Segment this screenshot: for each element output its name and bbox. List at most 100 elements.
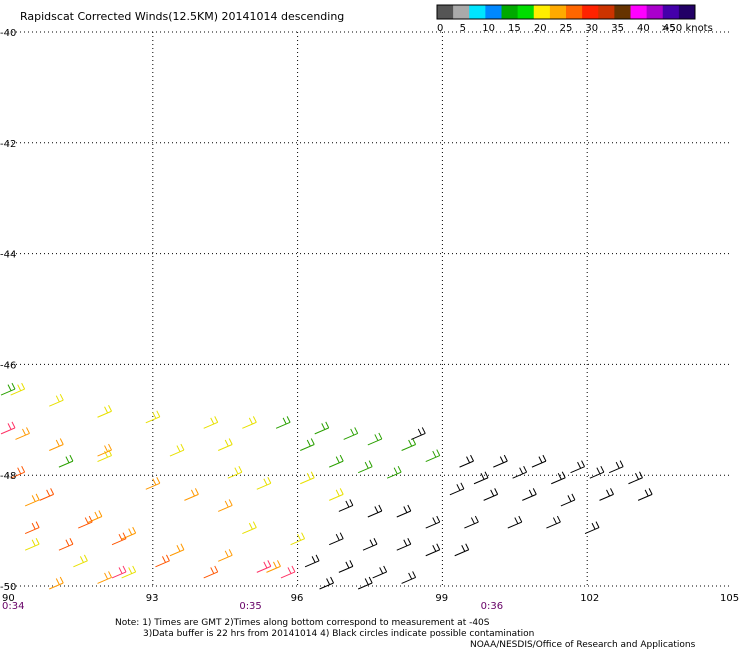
- colorbar-swatch: [630, 5, 648, 19]
- wind-barb: [546, 515, 561, 529]
- wind-barb: [169, 543, 185, 557]
- wind-barb: [314, 421, 330, 435]
- colorbar-label: 30: [585, 23, 598, 34]
- wind-barb: [24, 521, 40, 535]
- colorbar-label: 25: [560, 23, 573, 34]
- time-labels: 0:34 0:35 0:36: [2, 601, 503, 612]
- colorbar-swatch: [485, 5, 502, 19]
- wind-barb: [242, 416, 257, 429]
- wind-barb: [425, 515, 441, 529]
- y-tick-label: -42: [0, 139, 16, 150]
- colorbar-swatch: [501, 5, 519, 19]
- wind-barb: [73, 554, 88, 568]
- time-label: 0:34: [2, 601, 24, 612]
- wind-barb: [290, 532, 306, 546]
- wind-barb: [425, 543, 441, 557]
- colorbar-swatch: [566, 5, 583, 19]
- wind-barb: [512, 465, 528, 479]
- wind-barb: [367, 432, 383, 446]
- wind-barb: [184, 488, 199, 501]
- wind-barb: [628, 471, 643, 485]
- wind-barb: [386, 465, 402, 479]
- colorbar-swatch: [549, 5, 567, 19]
- x-tick-label: 105: [720, 593, 739, 604]
- wind-barb: [338, 560, 354, 573]
- wind-barb: [599, 488, 614, 501]
- colorbar-label: 35: [611, 23, 624, 34]
- colorbar-swatch: [646, 5, 664, 19]
- time-label: 0:36: [481, 601, 503, 612]
- colorbar-swatch: [437, 5, 454, 19]
- wind-barb: [343, 427, 359, 440]
- wind-barb: [304, 554, 320, 568]
- wind-barb: [362, 537, 378, 551]
- wind-barb: [396, 504, 412, 518]
- wind-barb: [637, 488, 653, 501]
- wind-barb: [0, 421, 16, 435]
- note-line-2: 3)Data buffer is 22 hrs from 20141014 4)…: [143, 629, 534, 639]
- wind-barb: [97, 405, 112, 418]
- wind-barb: [121, 526, 137, 540]
- wind-barb: [357, 576, 373, 590]
- wind-barb: [329, 532, 344, 546]
- colorbar-frame: [436, 4, 696, 20]
- wind-barb: [97, 443, 112, 457]
- wind-barb: [203, 416, 219, 429]
- colorbar-label: 40: [637, 23, 650, 34]
- chart-title: Rapidscat Corrected Winds(12.5KM) 201410…: [20, 10, 344, 23]
- wind-barb: [145, 410, 161, 424]
- wind-barb: [560, 493, 576, 507]
- colorbar-swatch: [662, 5, 680, 19]
- wind-barb: [169, 443, 185, 457]
- wind-barb: [338, 499, 354, 512]
- x-tick-label: 99: [435, 593, 448, 604]
- wind-barb: [78, 515, 93, 529]
- wind-barb: [449, 482, 465, 496]
- wind-barb: [49, 576, 64, 590]
- colorbar-label: 15: [508, 23, 521, 34]
- colorbar-label: 45: [663, 23, 676, 34]
- wind-barb: [145, 477, 161, 490]
- wind-barb: [15, 427, 30, 440]
- wind-barb: [111, 532, 127, 546]
- wind-barb: [58, 537, 74, 551]
- wind-barb: [97, 571, 112, 584]
- wind-barb: [589, 465, 605, 479]
- wind-barb: [329, 454, 344, 468]
- time-label: 0:35: [239, 601, 261, 612]
- wind-barb: [367, 504, 383, 518]
- wind-barb: [531, 454, 547, 468]
- colorbar-swatch: [517, 5, 535, 19]
- wind-barb: [464, 515, 479, 529]
- note-line-3: NOAA/NESDIS/Office of Research and Appli…: [470, 640, 696, 650]
- x-tick-label: 93: [146, 593, 159, 604]
- colorbar-swatch: [469, 5, 486, 19]
- x-tick-label: 102: [580, 593, 599, 604]
- wind-barb: [0, 382, 16, 396]
- wind-barb: [49, 393, 64, 407]
- colorbar-label: >50 knots: [661, 23, 713, 34]
- colorbar-label: 10: [482, 23, 495, 34]
- x-tick-label: 90: [2, 593, 15, 604]
- colorbar-label: 5: [460, 23, 466, 34]
- y-tick-label: -48: [0, 471, 16, 482]
- colorbar-swatch: [582, 5, 599, 19]
- wind-barb: [218, 499, 233, 512]
- y-tick-label: -50: [0, 582, 16, 593]
- axis-tick-labels: 90 93 96 99 102 105 -40 -42 -44 -46 -48 -50: [0, 28, 739, 604]
- x-tick-label: 96: [291, 593, 304, 604]
- wind-barb: [329, 488, 344, 501]
- y-tick-label: -40: [0, 28, 16, 39]
- wind-barb: [570, 460, 585, 474]
- wind-barb: [401, 438, 417, 451]
- colorbar-swatch: [598, 5, 615, 19]
- wind-barb: [24, 537, 40, 551]
- colorbar: 0 5 10 15 20 25 30 35 40 45>50 knots: [436, 4, 713, 34]
- grid-lines: [8, 31, 732, 587]
- wind-barb: [425, 449, 441, 463]
- wind-barb: [39, 488, 55, 501]
- wind-barb: [357, 460, 373, 474]
- colorbar-swatch: [453, 5, 470, 19]
- wind-barb: [372, 565, 388, 579]
- wind-barb: [227, 465, 243, 479]
